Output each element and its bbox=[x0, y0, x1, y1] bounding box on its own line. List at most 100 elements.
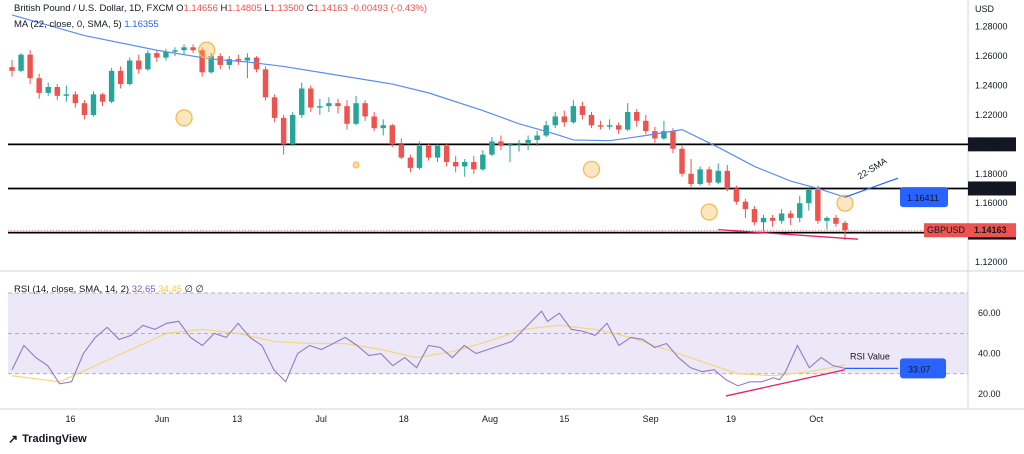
candle-body bbox=[462, 162, 468, 167]
candle-body bbox=[262, 69, 269, 98]
ma-line bbox=[11, 14, 846, 198]
candle-body bbox=[697, 169, 703, 185]
time-tick-label: 18 bbox=[399, 414, 409, 424]
price-tick-label: 1.18000 bbox=[975, 169, 1008, 179]
candle-body bbox=[534, 135, 540, 140]
candle-body bbox=[769, 217, 776, 221]
candle-body bbox=[815, 189, 821, 221]
candle-body bbox=[579, 106, 586, 115]
price-tick-label: 1.26000 bbox=[975, 51, 1008, 61]
candle-body bbox=[317, 106, 323, 108]
candle-body bbox=[72, 94, 79, 104]
highlight-circle bbox=[582, 160, 601, 178]
candle-body bbox=[570, 106, 577, 123]
candle-body bbox=[443, 145, 450, 162]
ohlc-open-label: O bbox=[176, 3, 184, 14]
candle-body bbox=[299, 88, 305, 115]
rsi-value: 32.65 bbox=[131, 284, 156, 295]
candle-body bbox=[190, 47, 196, 51]
candle-body bbox=[145, 53, 151, 70]
rsi-header: RSI (14, close, SMA, 14, 2) 32.65 34.45 … bbox=[14, 284, 204, 295]
candle-body bbox=[597, 125, 604, 127]
candle-body bbox=[108, 70, 115, 102]
time-tick-label: Sep bbox=[643, 414, 659, 424]
rsi-ma-line bbox=[11, 324, 846, 383]
candle-body bbox=[724, 170, 731, 189]
rsi-value-box-label: 33.07 bbox=[908, 364, 931, 374]
rsi-tick-label: 60.00 bbox=[978, 308, 1001, 318]
candle-body bbox=[806, 189, 812, 204]
highlight-circle bbox=[198, 41, 216, 59]
candle-body bbox=[652, 131, 658, 139]
candle-body bbox=[136, 60, 142, 70]
candle-body bbox=[416, 145, 423, 168]
price-tick-label: 1.24000 bbox=[975, 81, 1008, 91]
candle-body bbox=[208, 56, 214, 73]
candle-body bbox=[172, 50, 178, 52]
candle-body bbox=[742, 201, 749, 210]
candle-body bbox=[362, 103, 368, 117]
candle-body bbox=[706, 169, 712, 183]
candle-body bbox=[688, 173, 694, 185]
candle-body bbox=[733, 188, 740, 202]
candle-body bbox=[353, 103, 359, 124]
candle-body bbox=[643, 120, 649, 132]
candle-body bbox=[63, 94, 70, 96]
symbol-title: British Pound / U.S. Dollar, 1D, FXCM bbox=[14, 3, 174, 14]
time-tick-label: Jun bbox=[155, 414, 170, 424]
candle-body bbox=[471, 162, 477, 170]
candle-body bbox=[751, 209, 758, 223]
symbol-header: British Pound / U.S. Dollar, 1D, FXCM O1… bbox=[14, 3, 427, 14]
candle-body bbox=[344, 106, 350, 124]
rsi-line bbox=[11, 310, 846, 387]
tradingview-logo-icon: ↗ bbox=[8, 432, 19, 446]
ohlc-high-label: H bbox=[220, 3, 228, 14]
candle-body bbox=[308, 88, 314, 108]
ohlc-low-label: L bbox=[264, 3, 270, 14]
candle-body bbox=[588, 114, 595, 126]
candle-body bbox=[498, 141, 504, 146]
candle-body bbox=[452, 162, 459, 167]
price-tick-label: 1.22000 bbox=[975, 110, 1008, 120]
rsi-tick-label: 20.00 bbox=[978, 389, 1001, 399]
candle-body bbox=[126, 60, 133, 85]
rsi-tick-label: 40.00 bbox=[978, 349, 1001, 359]
candle-body bbox=[434, 145, 441, 158]
time-tick-label: 13 bbox=[232, 414, 242, 424]
candle-body bbox=[615, 125, 622, 130]
tradingview-logo[interactable]: ↗ TradingView bbox=[8, 432, 87, 446]
candle-body bbox=[398, 144, 405, 158]
time-tick-label: 19 bbox=[726, 414, 736, 424]
ma-header: MA (22, close, 0, SMA, 5) 1.16355 bbox=[14, 19, 159, 30]
ohlc-open: 1.14656 bbox=[183, 3, 218, 14]
candle-body bbox=[244, 57, 251, 61]
candle-body bbox=[389, 125, 395, 145]
ma-label: MA (22, close, 0, SMA, 5) bbox=[14, 19, 122, 30]
highlight-circle bbox=[700, 203, 718, 221]
ohlc-high: 1.14805 bbox=[227, 3, 262, 14]
pair-label-box bbox=[924, 223, 968, 238]
candle-body bbox=[561, 116, 568, 123]
rsi-ma-value: 34.45 bbox=[158, 284, 182, 295]
rsi-trend-line bbox=[725, 369, 846, 397]
candle-body bbox=[552, 116, 558, 126]
candle-body bbox=[9, 67, 15, 71]
candle-body bbox=[670, 131, 676, 149]
candle-body bbox=[371, 116, 377, 129]
highlight-circle bbox=[836, 194, 854, 212]
candle-body bbox=[217, 56, 223, 65]
candle-body bbox=[480, 154, 486, 170]
candle-body bbox=[199, 50, 205, 73]
ohlc-close-label: C bbox=[306, 3, 314, 14]
candle-body bbox=[634, 112, 640, 121]
candle-body bbox=[679, 148, 685, 174]
candle-body bbox=[606, 125, 613, 127]
candle-body bbox=[280, 117, 287, 145]
sma-value-box bbox=[900, 187, 948, 208]
price-tick-label: 1.12000 bbox=[975, 257, 1008, 267]
current-price-label: 1.14163 bbox=[974, 225, 1007, 235]
candle-body bbox=[624, 112, 631, 130]
candle-body bbox=[326, 103, 332, 107]
candle-body bbox=[226, 59, 233, 65]
